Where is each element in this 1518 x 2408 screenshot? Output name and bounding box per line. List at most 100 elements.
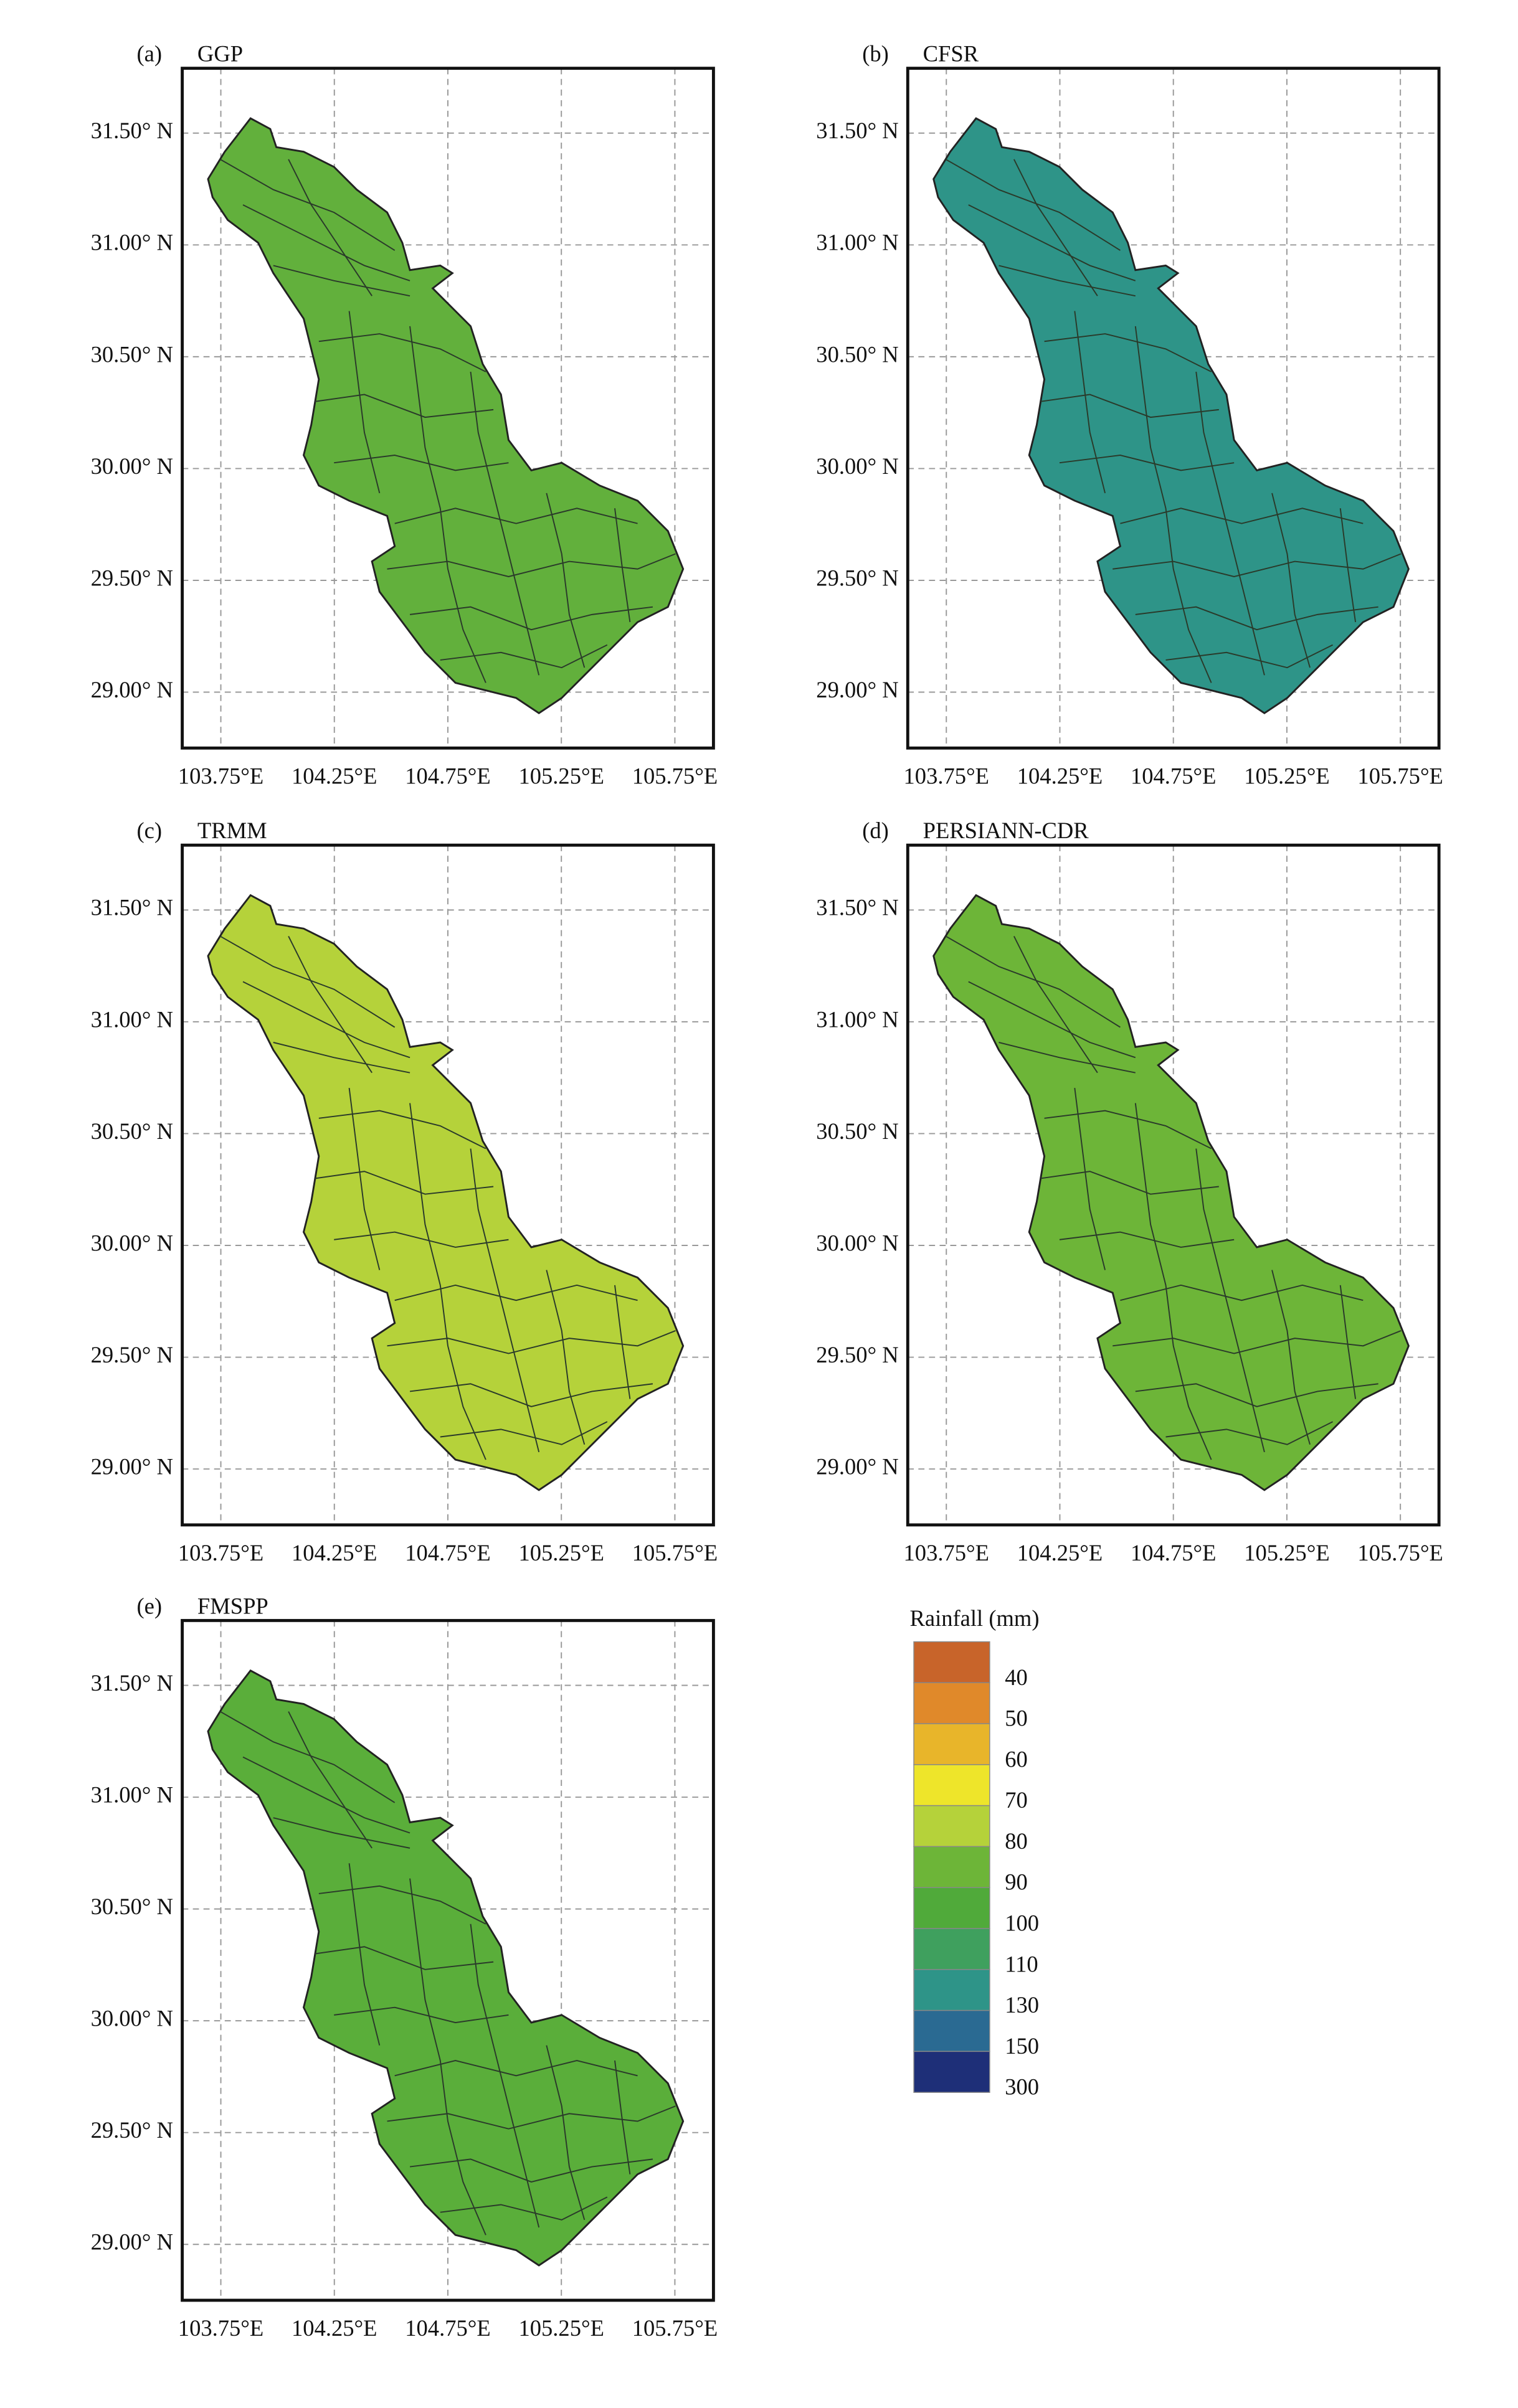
legend-label: 300: [1005, 2074, 1039, 2100]
subbasin-boundary: [1044, 333, 1212, 372]
y-tick-label: 30.00° N: [816, 1230, 898, 1255]
subbasin-boundary: [1134, 326, 1212, 683]
subbasin-boundary: [614, 508, 631, 623]
y-tick-label: 29.50° N: [816, 565, 898, 590]
subbasin-boundary: [288, 159, 372, 296]
y-tick-label: 29.50° N: [816, 1342, 898, 1367]
x-tick-label: 105.25°E: [518, 763, 604, 788]
subbasin-boundary: [219, 1711, 396, 1803]
subbasins: [945, 935, 1402, 1460]
legend: Rainfall (mm) 40 50 60 70 80 90 100 110 130 150 300: [909, 1605, 1039, 2100]
subbasin-boundary: [614, 1285, 631, 1399]
legend-label: 40: [1005, 1664, 1028, 1690]
y-tick-label: 31.00° N: [91, 1006, 173, 1032]
y-tick-label: 29.00° N: [816, 677, 898, 702]
map-panel: 103.75°E 104.25°E 104.75°E 105.25°E 105.75°E…: [91, 1593, 718, 2341]
subbasin-boundary: [219, 159, 396, 251]
subbasin-boundary: [242, 1756, 410, 1834]
subbasin-boundary: [1074, 1087, 1106, 1270]
subbasin-boundary: [273, 1817, 410, 1849]
y-tick-label: 31.50° N: [91, 1670, 173, 1696]
y-tick-label: 30.50° N: [816, 341, 898, 367]
y-tick-label: 31.00° N: [816, 230, 898, 255]
y-tick-label: 31.50° N: [816, 895, 898, 920]
subbasin-boundary: [242, 981, 410, 1059]
subbasins: [219, 935, 676, 1460]
legend-swatch: [913, 2051, 990, 2093]
x-tick-label: 105.75°E: [1357, 763, 1443, 788]
panel-label: (a): [136, 41, 162, 67]
x-tick-label: 104.25°E: [292, 2315, 377, 2341]
subbasin-boundary: [1135, 606, 1378, 631]
legend-swatch: [913, 1641, 990, 1684]
y-tick-label: 31.00° N: [816, 1006, 898, 1032]
y-tick-label: 30.00° N: [91, 453, 173, 479]
subbasin-boundary: [614, 2060, 631, 2174]
subbasin-boundary: [440, 644, 608, 669]
x-tick-label: 105.75°E: [632, 1540, 718, 1565]
subbasin-boundary: [409, 326, 486, 683]
legend-label: 150: [1005, 2033, 1039, 2059]
subbasin-boundary: [318, 1885, 486, 1925]
subbasin-boundary: [334, 2006, 509, 2024]
map-panel: 103.75°E 104.25°E 104.75°E 105.25°E 105.75°E…: [816, 818, 1443, 1565]
y-tick-label: 29.50° N: [91, 1342, 173, 1367]
x-tick-label: 105.25°E: [518, 2315, 604, 2341]
subbasin-boundary: [546, 1270, 586, 1445]
legend-label: 70: [1005, 1787, 1028, 1813]
subbasin-boundary: [1271, 1270, 1311, 1445]
map-panel: 103.75°E 104.25°E 104.75°E 105.25°E 105.75°E…: [91, 41, 718, 789]
subbasin-boundary: [999, 265, 1136, 297]
subbasin-boundary: [273, 265, 410, 297]
basin: [207, 1669, 685, 2267]
panel-label: (d): [862, 818, 889, 843]
x-tick-label: 103.75°E: [178, 1540, 263, 1565]
subbasin-boundary: [409, 1383, 653, 1407]
legend-label: 60: [1005, 1746, 1028, 1772]
subbasin-boundary: [999, 1042, 1136, 1074]
subbasin-boundary: [387, 1330, 676, 1354]
basin: [207, 117, 685, 714]
subbasin-boundary: [1059, 1231, 1235, 1248]
subbasin-boundary: [1013, 159, 1098, 296]
panel-title: TRMM: [197, 818, 267, 843]
subbasin-boundary: [1165, 1421, 1333, 1445]
subbasin-boundary: [288, 1711, 372, 1849]
x-tick-label: 104.25°E: [1017, 763, 1103, 788]
subbasin-boundary: [1339, 1285, 1357, 1399]
subbasin-boundary: [546, 2045, 586, 2221]
subbasin-boundary: [311, 1171, 494, 1195]
subbasin-boundary: [1120, 508, 1364, 524]
x-tick-label: 103.75°E: [904, 1540, 989, 1565]
subbasin-boundary: [440, 1421, 608, 1445]
subbasin-boundary: [394, 2059, 638, 2077]
subbasin-boundary: [1271, 493, 1311, 668]
subbasin-boundary: [1135, 1383, 1378, 1407]
subbasin-boundary: [968, 204, 1136, 281]
map-panel: 103.75°E 104.25°E 104.75°E 105.25°E 105.75°E…: [91, 818, 718, 1565]
legend-label: 80: [1005, 1828, 1028, 1854]
basin: [932, 117, 1410, 714]
panel-title: PERSIANN-CDR: [923, 818, 1089, 843]
y-tick-label: 29.50° N: [91, 565, 173, 590]
subbasin-boundary: [1013, 935, 1098, 1074]
x-tick-label: 105.75°E: [632, 763, 718, 788]
legend-swatch: [913, 1682, 990, 1724]
y-tick-label: 29.00° N: [91, 2229, 173, 2255]
legend-swatch: [913, 1887, 990, 1929]
subbasin-boundary: [1195, 1148, 1265, 1453]
subbasin-boundary: [311, 394, 494, 418]
subbasin-boundary: [968, 981, 1136, 1059]
y-tick-label: 30.50° N: [91, 341, 173, 367]
panel-title: CFSR: [923, 41, 979, 67]
x-tick-label: 105.25°E: [1244, 1540, 1329, 1565]
subbasin-boundary: [1112, 1330, 1402, 1354]
subbasin-boundary: [409, 2158, 653, 2183]
legend-swatch: [913, 1928, 990, 1970]
subbasin-boundary: [242, 204, 410, 281]
x-tick-label: 104.75°E: [405, 763, 490, 788]
legend-swatch: [913, 1723, 990, 1765]
subbasin-boundary: [387, 553, 676, 577]
y-tick-label: 29.00° N: [816, 1453, 898, 1479]
